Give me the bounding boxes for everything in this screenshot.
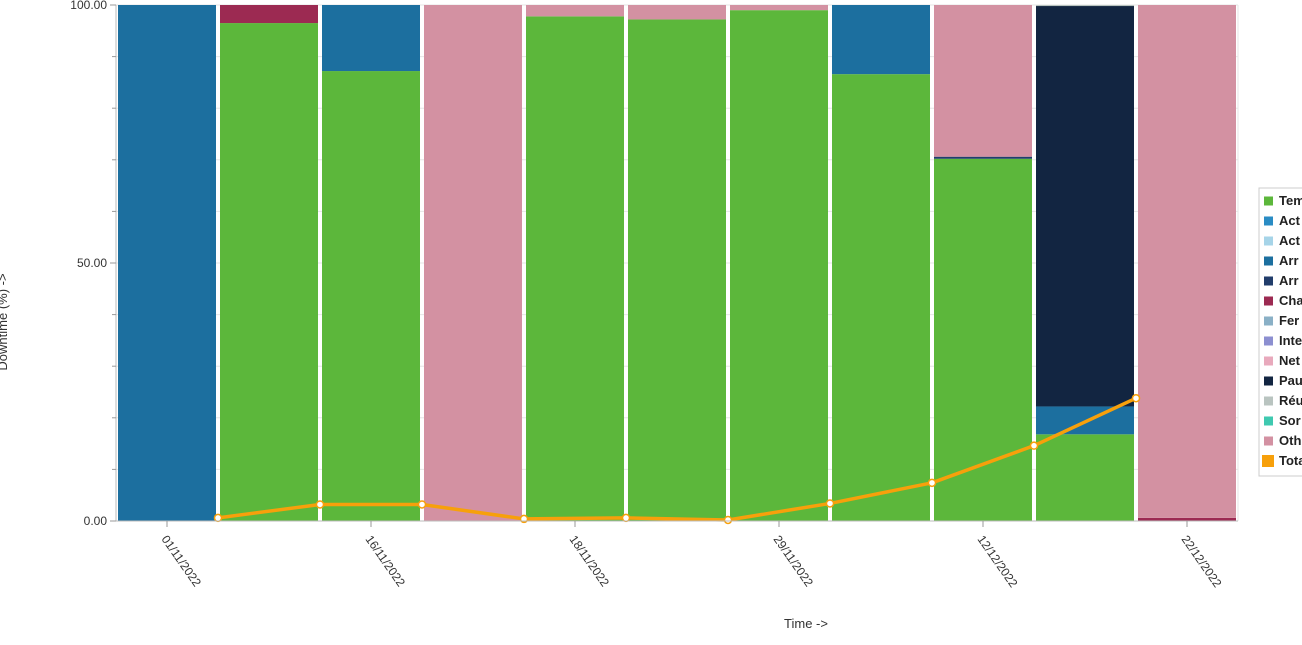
legend-swatch [1264, 216, 1273, 226]
legend-entry-label[interactable]: Arr [1279, 253, 1299, 268]
bar-segment[interactable] [118, 5, 216, 521]
x-tick-label: 01/11/2022 [159, 533, 205, 590]
legend-entry-label[interactable]: Cha [1279, 293, 1302, 308]
y-tick-label: 0.00 [84, 514, 108, 528]
x-axis-title: Time -> [784, 616, 828, 631]
legend-swatch [1264, 316, 1273, 326]
total-line-point[interactable] [213, 513, 223, 523]
legend-swatch [1264, 256, 1273, 266]
total-line-point[interactable] [1029, 441, 1039, 450]
legend-entry-label[interactable]: Oth [1279, 433, 1301, 448]
legend-entry-label[interactable]: Réu [1279, 393, 1302, 408]
legend-swatch [1264, 196, 1273, 206]
bar-segment[interactable] [730, 10, 828, 521]
y-axis-title: Downtime (%) -> [0, 273, 10, 370]
bar-segment[interactable] [832, 74, 930, 522]
legend-entry-label[interactable]: Tota [1279, 453, 1302, 468]
bar-segment[interactable] [526, 5, 624, 17]
total-line-point[interactable] [621, 513, 631, 523]
bar-segment[interactable] [934, 158, 1032, 521]
bar-segment[interactable] [730, 5, 828, 11]
legend-entry-label[interactable]: Fer [1279, 313, 1299, 328]
bar-segment[interactable] [934, 156, 1032, 159]
legend-swatch [1264, 436, 1273, 446]
total-line-point[interactable] [315, 500, 325, 509]
total-line-point[interactable] [927, 478, 937, 488]
bar-segment[interactable] [1138, 5, 1236, 518]
legend-entry-label[interactable]: Tem [1279, 193, 1302, 208]
bar-segment[interactable] [1036, 434, 1134, 521]
legend-swatch [1264, 276, 1273, 286]
total-line-path [216, 396, 1138, 522]
y-tick-label: 100.00 [70, 0, 107, 12]
x-tick-label: 12/12/2022 [975, 533, 1021, 590]
x-tick-label: 29/11/2022 [771, 533, 817, 590]
bar-segment[interactable] [934, 5, 1032, 157]
bar-segment[interactable] [628, 5, 726, 20]
bar-segment[interactable] [1036, 5, 1134, 7]
legend-entry-label[interactable]: Net [1279, 353, 1301, 368]
y-tick-label: 50.00 [77, 256, 107, 270]
legend-entry-label[interactable]: Inte [1279, 333, 1302, 348]
x-tick-label: 16/11/2022 [363, 533, 409, 590]
bar-segment[interactable] [424, 5, 522, 521]
legend-entry-label[interactable]: Pau [1279, 373, 1302, 388]
bar-segment[interactable] [322, 71, 420, 521]
legend-entry-label[interactable]: Sor [1279, 413, 1301, 428]
bar-segment[interactable] [832, 5, 930, 75]
bar-segment[interactable] [526, 16, 624, 522]
legend-swatch [1264, 356, 1273, 366]
bar-segment[interactable] [1036, 6, 1134, 407]
bar-segment[interactable] [628, 19, 726, 522]
legend-swatch [1264, 296, 1273, 306]
legend-swatch [1264, 396, 1273, 406]
bar-segment[interactable] [220, 23, 318, 522]
legend-entry-label[interactable]: Arr [1279, 273, 1299, 288]
legend-swatch [1264, 416, 1273, 426]
bar-segment[interactable] [1138, 517, 1236, 521]
legend-frame [1258, 187, 1302, 477]
x-tick-label: 18/11/2022 [567, 533, 613, 590]
legend-entry-label[interactable]: Act [1279, 213, 1301, 228]
total-line-point[interactable] [825, 499, 835, 508]
legend-swatch [1264, 236, 1273, 246]
bars [118, 5, 1236, 522]
total-line-point[interactable] [723, 515, 733, 525]
legend-swatch [1262, 455, 1274, 467]
legend-swatch [1264, 376, 1273, 386]
total-line-point[interactable] [417, 500, 427, 509]
total-line-point[interactable] [1131, 393, 1141, 403]
legend: Tem Act Act Arr Arr Cha Fer Inte Net Pau Réu Sor Oth… [1258, 187, 1302, 477]
x-tick-label: 22/12/2022 [1179, 533, 1225, 590]
bar-segment[interactable] [322, 5, 420, 72]
legend-swatch [1264, 336, 1273, 346]
bar-segment[interactable] [220, 5, 318, 24]
legend-entry-label[interactable]: Act [1279, 233, 1301, 248]
total-line [213, 393, 1141, 525]
